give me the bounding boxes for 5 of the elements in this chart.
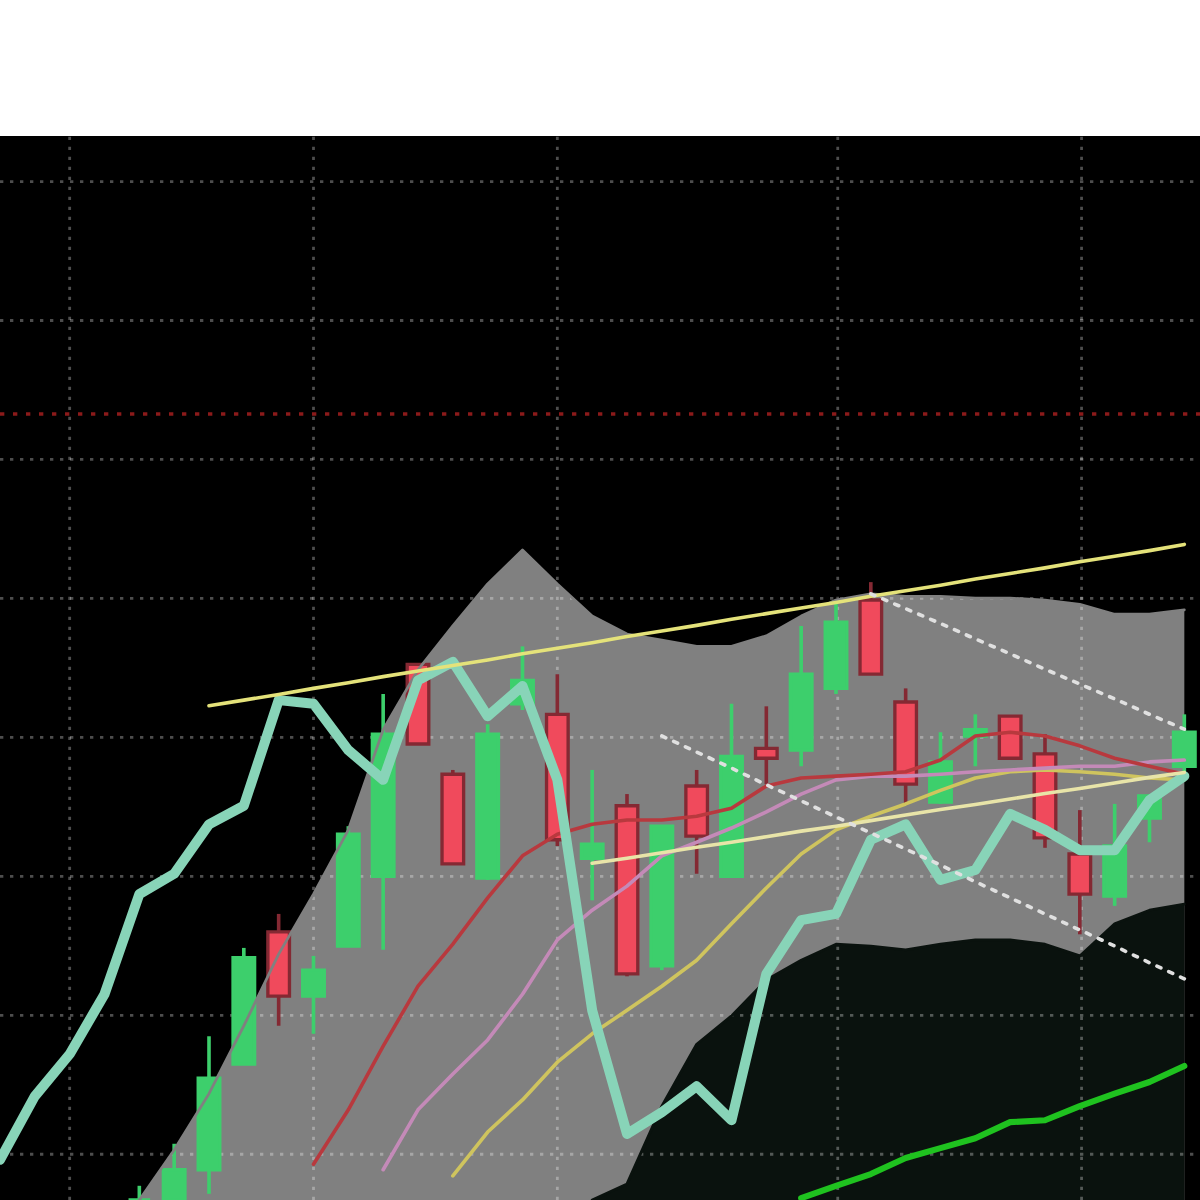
candlestick [579,768,605,903]
candlestick [161,1141,187,1200]
candlestick [301,954,326,1036]
candlestick [1067,808,1093,937]
candlestick [753,704,779,786]
